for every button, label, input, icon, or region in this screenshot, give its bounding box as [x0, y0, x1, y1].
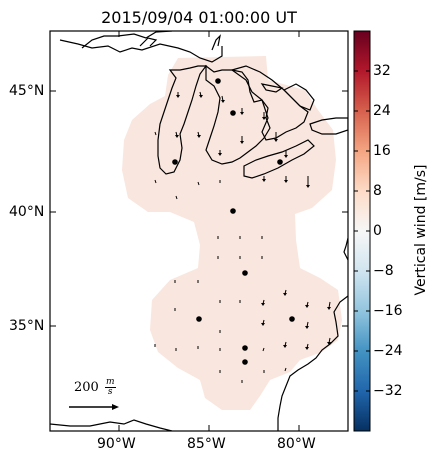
keweenaw [139, 37, 158, 47]
wind-vectors [154, 91, 331, 383]
station-dot [242, 345, 248, 351]
wind-arrow-head [197, 135, 201, 138]
wind-arrow-head [262, 117, 266, 120]
station-dot [242, 359, 248, 365]
colorbar-tick-label: 16 [373, 143, 391, 159]
colorbar-tick-label: −16 [373, 303, 403, 319]
lat-tick-45: 45°N [9, 83, 45, 99]
gulf-coast [50, 419, 173, 431]
lat-tick-35: 35°N [9, 318, 45, 334]
lon-tick-85: 85°W [187, 436, 226, 452]
wind-arrow-head [261, 303, 265, 306]
wind-arrow-head [283, 345, 287, 348]
domain-region [122, 56, 342, 410]
wind-arrow-head [240, 112, 244, 115]
station-dot [230, 208, 236, 214]
station-markers [172, 78, 295, 365]
station-dot [230, 110, 236, 116]
lon-tick-80: 80°W [277, 436, 316, 452]
wind-arrow [154, 179, 157, 184]
station-dot [215, 78, 221, 84]
wind-arrow-head [305, 347, 309, 350]
map-frame [49, 30, 349, 432]
lake-ontario [309, 117, 348, 135]
colorbar-gradient [354, 31, 370, 431]
lake-erie [243, 139, 315, 179]
colorbar-label: Vertical wind [m/s] [413, 164, 429, 296]
wind-arrow-head [199, 95, 203, 98]
scale-arrow [69, 404, 119, 410]
station-dot [196, 316, 202, 322]
scale-label: 200 m s [74, 378, 116, 397]
scale-unit: m s [104, 377, 116, 397]
scale-unit-den: s [107, 387, 113, 397]
station-dot [172, 159, 178, 165]
wind-arrow-head [175, 135, 179, 138]
east-coast [277, 237, 348, 431]
lake-huron [230, 65, 309, 141]
wind-arrow-head [283, 293, 287, 296]
colorbar-tick-label: −32 [373, 383, 403, 399]
wind-arrow-head [274, 139, 278, 142]
wind-arrow-head [218, 153, 222, 156]
wind-arrow-head [284, 155, 288, 158]
wind-arrow-head [305, 326, 309, 329]
station-dot [277, 159, 283, 165]
wind-arrow [175, 195, 178, 200]
wind-arrow-head [305, 305, 309, 308]
wind-arrow-head [327, 307, 331, 310]
georgian-bay [282, 83, 315, 111]
station-dot [289, 316, 295, 322]
wind-arrow-head [306, 185, 310, 188]
lon-tick-90: 90°W [97, 436, 136, 452]
wind-arrow-head [327, 342, 331, 345]
wind-arrow-head [262, 179, 266, 182]
scale-unit-num: m [104, 377, 116, 388]
wind-arrow-head [261, 323, 265, 326]
colorbar-tick-label: 32 [373, 63, 391, 79]
superior-east [211, 34, 221, 51]
figure-title: 2015/09/04 01:00:00 UT [101, 8, 297, 27]
wind-arrow-head [284, 180, 288, 183]
scale-value: 200 [74, 380, 99, 395]
lat-tick-40: 40°N [9, 204, 45, 220]
wind-arrow-head [221, 100, 225, 103]
wind-domain [122, 56, 342, 410]
colorbar-tick-label: −8 [373, 263, 394, 279]
colorbar-tick-label: 8 [373, 183, 382, 199]
map-ticks [50, 31, 348, 431]
wind-arrow-head [240, 141, 244, 144]
colorbar-tick-label: 24 [373, 103, 391, 119]
colorbar [353, 30, 371, 432]
manitoulin [260, 83, 284, 93]
colorbar-tick-label: −24 [373, 343, 403, 359]
wind-arrow [262, 347, 265, 352]
lake-superior-shore [59, 39, 223, 63]
colorbar-tick-label: 0 [373, 223, 382, 239]
lake-superior-north [81, 31, 173, 49]
lower-michigan [205, 64, 271, 165]
wind-arrow [154, 131, 157, 136]
station-dot [242, 270, 248, 276]
coastlines [50, 31, 348, 431]
wind-arrow-head [176, 95, 180, 98]
wind-arrow [197, 181, 200, 186]
wind-arrow [284, 367, 287, 372]
lake-michigan [157, 65, 208, 175]
